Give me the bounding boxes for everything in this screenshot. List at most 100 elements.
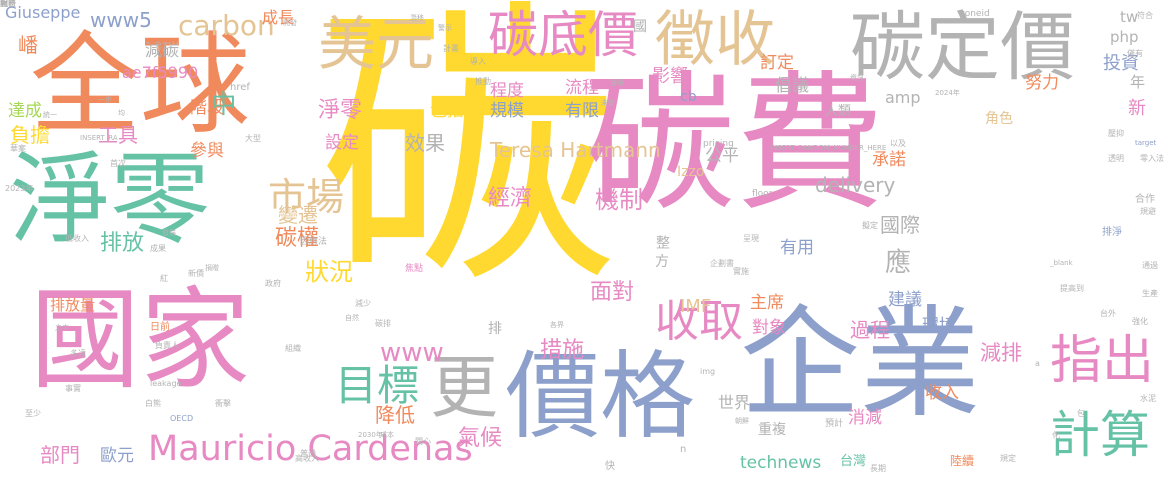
cloud-word: INSERT_RANDOM_NUMBER_HERE <box>770 144 887 152</box>
cloud-word: 僅有 <box>1127 49 1143 58</box>
cloud-word: 白熊 <box>145 399 161 408</box>
cloud-word: 遷境 <box>610 79 624 87</box>
cloud-word: 工具 <box>98 123 138 147</box>
cloud-word: 日前 <box>150 322 170 333</box>
cloud-word: 環境 <box>922 316 956 336</box>
cloud-word: Teresa Hartmann <box>490 138 661 162</box>
cloud-word: 效果 <box>405 131 445 155</box>
cloud-word: 實施 <box>733 267 749 276</box>
cloud-word: 生產 <box>1142 289 1158 298</box>
cloud-word: 捐贈 <box>205 264 219 272</box>
cloud-word: 國 <box>633 19 647 35</box>
cloud-word: 統一 <box>43 111 57 119</box>
cloud-word: 因應法 <box>300 237 328 247</box>
cloud-word: 多達 <box>70 349 86 358</box>
cloud-word: 規模 <box>490 101 524 121</box>
cloud-word: 台灣 <box>840 454 867 469</box>
cloud-word: 碳底價 <box>488 6 638 64</box>
cloud-word: 徵收 <box>655 5 775 75</box>
cloud-word: 國家 <box>30 276 250 404</box>
cloud-word: 減排 <box>980 341 1022 365</box>
cloud-word: 部門 <box>40 443 80 467</box>
cloud-word: 快 <box>605 461 615 472</box>
cloud-word: 壓抑 <box>1108 129 1124 138</box>
cloud-word: 水泥 <box>1140 394 1156 403</box>
cloud-word: 嶓 <box>18 33 38 57</box>
cloud-word: 朝鮮 <box>735 417 749 425</box>
cloud-word: 美元 <box>318 10 435 78</box>
cloud-word: img <box>700 367 716 376</box>
cloud-word: 陸續 <box>950 454 975 468</box>
cloud-word: 影響 <box>652 66 688 87</box>
cloud-word: ae7f5990 <box>122 63 199 82</box>
cloud-word: 目標 <box>335 361 420 410</box>
cloud-word: 消減 <box>848 408 882 428</box>
cloud-word: 2030年 <box>358 431 383 439</box>
cloud-word: 普通 <box>300 449 316 458</box>
cloud-word: 排放 <box>100 231 145 256</box>
cloud-word: 承諾 <box>872 150 906 170</box>
cloud-word: 年 <box>1130 73 1146 91</box>
cloud-word: 規避 <box>1140 207 1156 216</box>
cloud-word: 整 <box>654 235 670 249</box>
cloud-word: INSERT_RA <box>80 134 118 142</box>
cloud-word: 碳 <box>318 0 618 324</box>
cloud-word: 努力 <box>1025 73 1059 93</box>
cloud-word: www <box>380 338 444 368</box>
cloud-word: OECD <box>170 414 194 423</box>
cloud-word: href <box>230 82 250 93</box>
cloud-word: 人類 <box>825 104 852 119</box>
cloud-word: 對 <box>0 0 8 8</box>
cloud-word: 碳權 <box>275 226 320 251</box>
cloud-word: 政府 <box>265 279 281 288</box>
cloud-word: 強化 <box>1132 317 1148 326</box>
cloud-word: 均 <box>118 109 125 117</box>
cloud-word: 計畫 <box>443 44 459 53</box>
cloud-word: target <box>1135 139 1157 147</box>
cloud-word: amp <box>885 88 921 107</box>
cloud-word: 零入法 <box>1140 154 1164 163</box>
cloud-word: 長期 <box>870 464 886 473</box>
cloud-word: 主席 <box>750 293 784 313</box>
cloud-word: 排放量 <box>50 296 96 314</box>
cloud-word: 符合 <box>1137 11 1153 20</box>
cloud-word: delivery <box>815 173 896 197</box>
cloud-word: 組織 <box>285 344 301 353</box>
cloud-word: zoneid <box>960 9 990 19</box>
cloud-word: 包括 <box>430 101 464 121</box>
cloud-word: 高收入 <box>295 454 319 463</box>
cloud-word: 首次 <box>110 159 126 168</box>
cloud-word: 開發 <box>283 19 297 27</box>
cloud-word: 階段 <box>190 98 224 118</box>
cloud-word: ck <box>838 129 849 139</box>
cloud-word: 價格 <box>505 342 696 452</box>
cloud-word: 合作 <box>1135 194 1155 205</box>
cloud-word: 衝擊 <box>215 399 231 408</box>
cloud-word: 各界 <box>550 321 564 329</box>
cloud-word: 措施 <box>540 338 585 363</box>
cloud-word: 2024年 <box>935 89 960 97</box>
cloud-word: 推動 <box>475 77 491 86</box>
cloud-word: 碳定價 <box>850 3 1076 91</box>
cloud-word: a <box>1035 359 1040 368</box>
cloud-word: 導入 <box>470 57 486 66</box>
cloud-word: 減少 <box>355 299 371 308</box>
cloud-word: leakage <box>150 379 182 388</box>
cloud-word: 預計 <box>825 419 844 429</box>
cloud-word: _blank <box>1050 259 1073 267</box>
cloud-word: Izzo <box>677 164 705 180</box>
cloud-word: carbon <box>178 9 275 42</box>
cloud-word: technews <box>740 453 822 473</box>
cloud-word: 包 <box>1077 409 1085 418</box>
cloud-word: 之中 <box>55 324 69 332</box>
cloud-word: 同時 <box>0 0 16 8</box>
cloud-word: 負擔 <box>10 123 50 147</box>
cloud-word: 程度 <box>490 81 524 101</box>
cloud-word: 減碳 <box>145 41 179 61</box>
cloud-word: 歐元 <box>100 446 134 466</box>
cloud-word: 變遷 <box>278 203 318 227</box>
cloud-word: Mauricio Cardenas <box>148 429 473 469</box>
cloud-word: 市場 <box>268 175 345 219</box>
cloud-word: 成長 <box>262 8 295 27</box>
cloud-word: 收入 <box>925 383 959 403</box>
